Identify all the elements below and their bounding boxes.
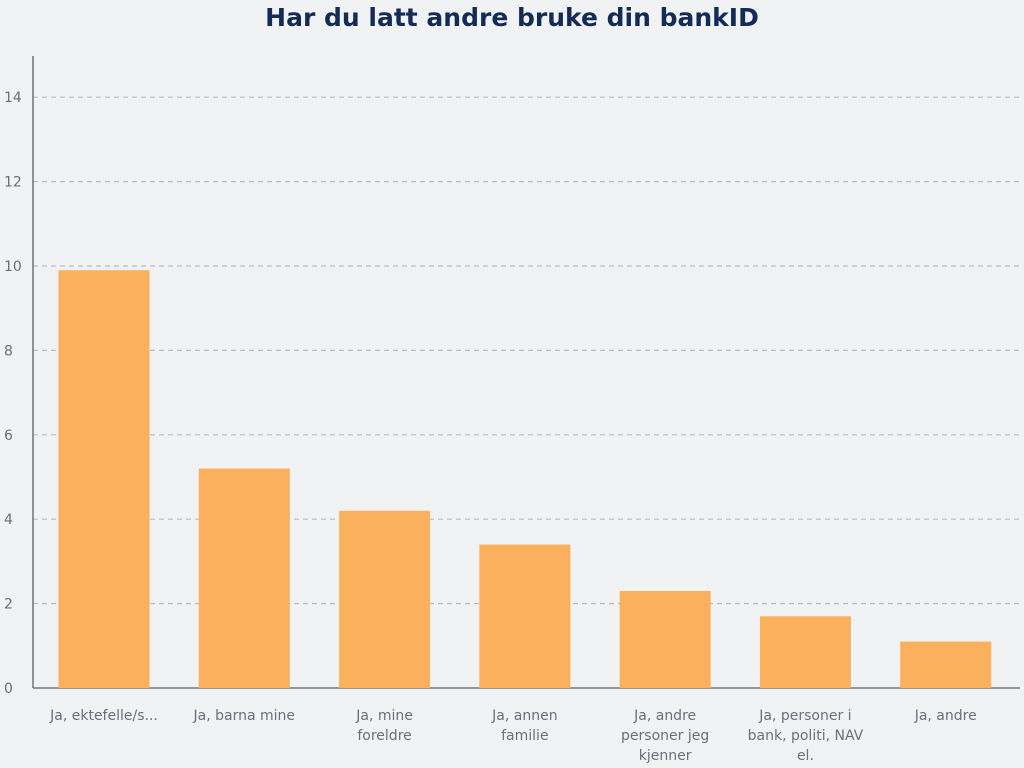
x-category-label: Ja, mine foreldre [355, 708, 413, 744]
x-category-label-line: Ja, personer i [758, 708, 851, 724]
x-category-label: Ja, ektefelle/s... [49, 708, 158, 724]
x-category-label: Ja, annen familie [491, 708, 557, 744]
bar [58, 270, 150, 688]
y-tick-label: 2 [4, 597, 13, 613]
x-category-label-line: Ja, ektefelle/s... [49, 708, 158, 724]
y-tick-label: 8 [4, 343, 13, 359]
y-tick-label: 4 [4, 512, 13, 528]
x-category-label: Ja, barna mine [193, 708, 296, 724]
x-category-label-line: kjenner [639, 748, 692, 764]
bar [198, 468, 290, 688]
y-tick-label: 14 [4, 90, 22, 106]
x-category-label-line: Ja, andre [914, 708, 977, 724]
bar [479, 544, 571, 688]
x-category-label-line: Ja, mine [355, 708, 413, 724]
x-category-label-line: personer jeg [621, 728, 709, 744]
x-category-label: Ja, personer i bank, politi, NAV el. [748, 708, 864, 764]
y-tick-label: 6 [4, 428, 13, 444]
x-category-label-line: el. [797, 748, 814, 764]
x-category-label-line: bank, politi, NAV [748, 728, 864, 744]
x-category-label-line: Ja, annen [491, 708, 557, 724]
x-category-label-line: familie [501, 728, 548, 744]
y-tick-label: 0 [4, 681, 13, 697]
bar [339, 510, 431, 688]
chart-title: Har du latt andre bruke din bankID [265, 3, 759, 32]
bar [900, 641, 992, 688]
bar [619, 590, 711, 688]
x-category-label-line: foreldre [357, 728, 411, 744]
y-tick-label: 10 [4, 259, 22, 275]
x-category-label: Ja, andre [914, 708, 977, 724]
x-category-label-line: Ja, andre [633, 708, 696, 724]
y-tick-label: 12 [4, 175, 22, 191]
x-category-label-line: Ja, barna mine [193, 708, 296, 724]
x-category-label: Ja, andre personer jeg kjenner [621, 708, 709, 764]
bar [759, 616, 851, 688]
